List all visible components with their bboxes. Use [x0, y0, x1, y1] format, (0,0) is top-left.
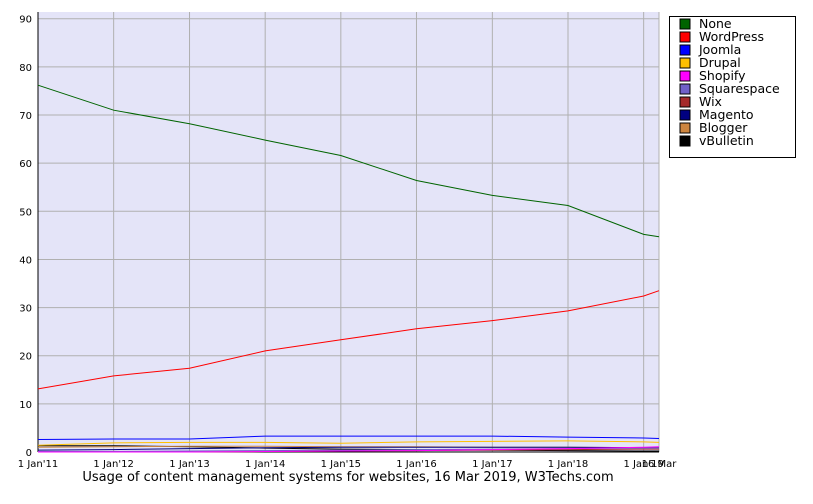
legend-label: WordPress: [699, 29, 764, 44]
y-tick-label: 60: [19, 159, 32, 170]
series-line: [37, 435, 660, 440]
x-tick-label: 1 Jan'14: [245, 459, 285, 470]
legend-label: Squarespace: [699, 81, 780, 96]
series-line: [37, 440, 660, 446]
legend-swatch: [679, 31, 691, 43]
x-tick-label: 1 Jan'19: [623, 459, 663, 470]
legend-label: Blogger: [699, 120, 748, 135]
x-tick-label: 1 Jan'12: [93, 459, 133, 470]
legend-swatch: [679, 44, 691, 56]
legend-swatch: [679, 57, 691, 69]
y-tick-label: 90: [19, 15, 32, 26]
legend-swatch: [679, 18, 691, 30]
y-tick-label: 20: [19, 352, 32, 363]
legend-label: Drupal: [699, 55, 741, 70]
x-tick-label: 1 Jan'15: [321, 459, 361, 470]
y-tick-label: 70: [19, 111, 32, 122]
legend-label: Wix: [699, 94, 722, 109]
legend-swatch: [679, 122, 691, 134]
legend-swatch: [679, 83, 691, 95]
legend-swatch: [679, 96, 691, 108]
y-tick-label: 30: [19, 304, 32, 315]
legend-swatch: [679, 70, 691, 82]
x-tick-label: 1 Jan'17: [472, 459, 512, 470]
series-line: [37, 290, 660, 390]
legend-label: None: [699, 16, 732, 31]
legend-label: Magento: [699, 107, 754, 122]
y-tick-label: 10: [19, 400, 32, 411]
y-tick-label: 40: [19, 255, 32, 266]
x-tick-label: 16 Mar: [642, 459, 678, 470]
legend-label: Shopify: [699, 68, 746, 83]
x-tick-label: 1 Jan'13: [169, 459, 209, 470]
y-tick-label: 0: [26, 448, 32, 459]
legend-label: vBulletin: [699, 133, 754, 148]
x-tick-label: 1 Jan'16: [396, 459, 436, 470]
legend-swatch: [679, 109, 691, 121]
series-line: [37, 84, 660, 238]
x-tick-label: 1 Jan'18: [548, 459, 588, 470]
x-tick-label: 1 Jan'11: [18, 459, 58, 470]
plot-area: [38, 12, 659, 452]
series-line: [38, 446, 660, 453]
chart-title: Usage of content management systems for …: [82, 470, 613, 485]
y-tick-label: 50: [19, 207, 32, 218]
legend-swatch: [679, 135, 691, 147]
legend-label: Joomla: [698, 42, 741, 57]
y-tick-label: 80: [19, 63, 32, 74]
